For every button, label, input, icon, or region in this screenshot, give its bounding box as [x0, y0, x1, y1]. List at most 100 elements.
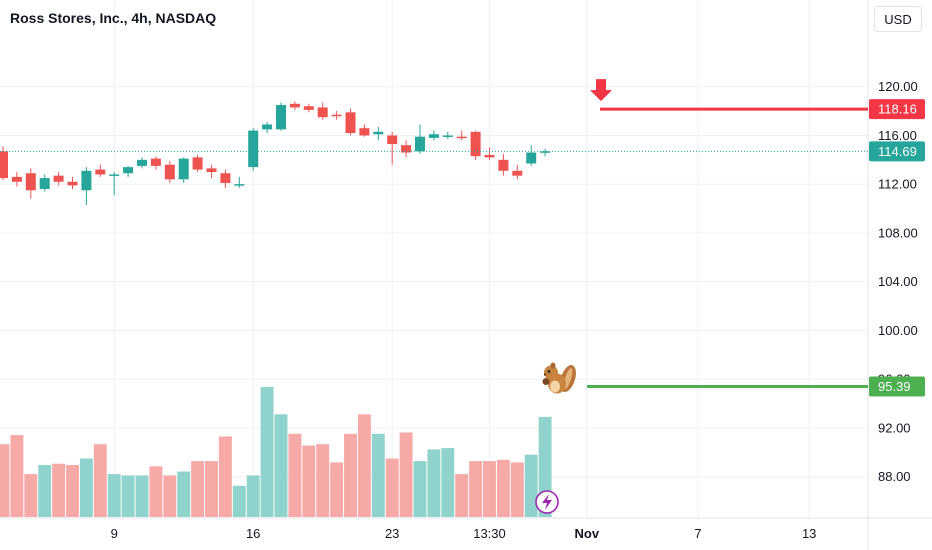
candle	[484, 147, 495, 160]
time-tick-label: 13	[802, 526, 816, 541]
candle	[150, 156, 161, 170]
candle	[540, 148, 551, 157]
time-tick-label: 7	[694, 526, 701, 541]
volume-bar	[79, 458, 93, 517]
volume-bar	[357, 414, 371, 517]
candle-body	[456, 136, 467, 139]
candle	[206, 164, 217, 179]
candle-body	[234, 184, 245, 186]
price-axis[interactable]: 120.00116.00112.00108.00104.00100.0096.0…	[869, 79, 925, 484]
volume-bar	[524, 454, 538, 517]
chart-title: Ross Stores, Inc., 4h, NASDAQ	[10, 10, 217, 26]
price-tick-label: 88.00	[878, 469, 911, 484]
price-tick-label: 120.00	[878, 79, 918, 94]
time-tick-label: 13:30	[473, 526, 506, 541]
current-price-tag-bg	[869, 141, 925, 162]
volume-bars	[0, 387, 552, 517]
candle-body	[470, 131, 481, 157]
lightning-icon[interactable]	[535, 490, 559, 514]
currency-button[interactable]: USD	[874, 6, 922, 32]
candle	[512, 164, 523, 180]
candle-body	[262, 124, 273, 130]
candle	[345, 108, 356, 136]
candle	[67, 176, 78, 190]
volume-bar	[496, 459, 510, 517]
candle-body	[206, 168, 217, 173]
candle-body	[53, 175, 64, 182]
volume-bar	[302, 445, 316, 517]
volume-bar	[385, 458, 399, 517]
candle-body	[39, 178, 50, 190]
candle-body	[11, 176, 22, 182]
horizontal-lines[interactable]	[542, 79, 869, 394]
candle	[373, 126, 384, 141]
price-tick-label: 108.00	[878, 225, 918, 240]
candle	[303, 103, 314, 113]
support-price-tag: 95.39	[869, 376, 925, 397]
volume-bar	[218, 436, 232, 517]
candle-body	[317, 107, 328, 118]
candle-body	[415, 136, 425, 152]
candle-body	[484, 154, 495, 158]
candle	[401, 140, 412, 158]
current-price-tag-text: 114.69	[878, 144, 917, 159]
down-arrow-icon	[590, 79, 612, 102]
volume-bar	[288, 433, 302, 517]
candle-body	[192, 157, 203, 170]
resistance-price-tag-text: 118.16	[878, 102, 917, 117]
time-tick-label: 16	[246, 526, 260, 541]
candle	[25, 168, 36, 199]
candle	[109, 172, 120, 196]
candle	[387, 131, 398, 165]
candle-body	[276, 105, 286, 130]
volume-bar	[38, 465, 52, 517]
candle	[95, 164, 106, 177]
candle-body	[345, 112, 356, 134]
candle-body	[373, 131, 384, 135]
candle	[428, 130, 439, 141]
candle	[442, 131, 453, 140]
resistance-price-tag: 118.16	[869, 99, 925, 120]
volume-bar	[413, 461, 427, 517]
candle-body	[67, 181, 78, 186]
time-tick-label: 23	[385, 526, 399, 541]
candle	[359, 124, 370, 137]
candles	[0, 101, 551, 205]
candle	[81, 167, 92, 205]
candle-body	[442, 135, 453, 137]
time-axis[interactable]: 9 16 23 13:30 Nov 7 13	[111, 526, 817, 541]
candle-body	[0, 151, 8, 179]
candle	[456, 130, 467, 141]
price-tick-label: 92.00	[878, 420, 911, 435]
time-tick-label: 9	[111, 526, 118, 541]
candle-body	[303, 106, 314, 110]
price-tick-label: 104.00	[878, 274, 918, 289]
candle	[498, 153, 509, 176]
candle	[470, 130, 481, 160]
candle-body	[164, 164, 175, 180]
candle	[53, 172, 64, 186]
time-tick-label: Nov	[575, 526, 600, 541]
candle-body	[289, 103, 300, 108]
candle	[178, 157, 189, 183]
candle	[11, 172, 22, 187]
resistance-price-tag-bg	[869, 99, 925, 120]
candle	[137, 157, 147, 169]
volume-bar	[246, 475, 260, 517]
volume-bar	[66, 465, 79, 517]
volume-bar	[316, 444, 330, 517]
price-tick-label: 100.00	[878, 323, 918, 338]
volume-bar	[24, 474, 38, 517]
volume-bar	[10, 435, 24, 517]
price-tick-label: 112.00	[878, 177, 917, 192]
candle-body	[25, 173, 36, 191]
volume-bar	[371, 433, 385, 517]
candle	[164, 161, 175, 183]
candle	[276, 102, 286, 131]
candle-body	[387, 135, 398, 144]
candle	[415, 124, 425, 154]
candle	[248, 128, 259, 171]
volume-bar	[455, 474, 469, 517]
